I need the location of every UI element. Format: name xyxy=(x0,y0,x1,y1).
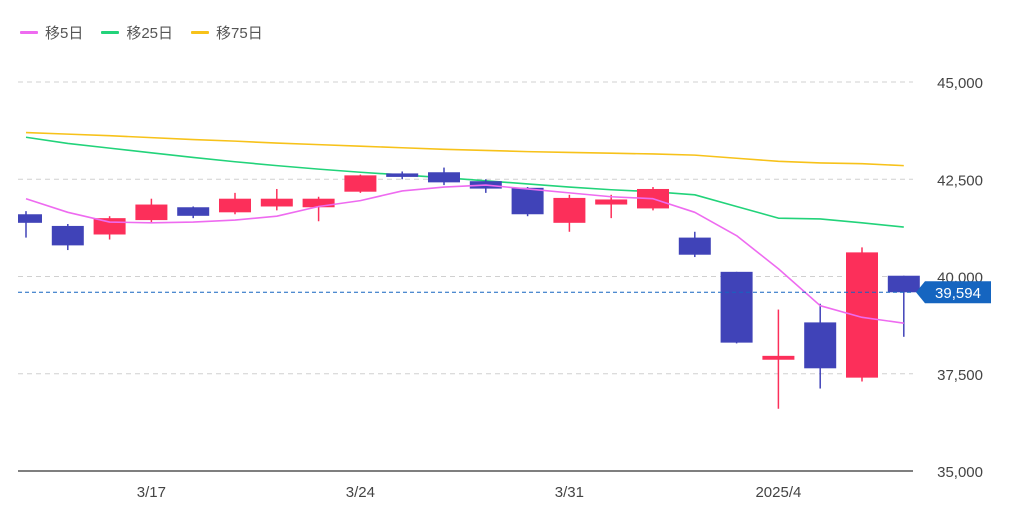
candle xyxy=(177,206,210,219)
x-tick-label: 3/31 xyxy=(555,484,584,501)
candle-body xyxy=(386,173,419,177)
candle-body xyxy=(93,218,126,235)
candle-body xyxy=(177,207,210,216)
chart-legend: 移5日 移25日 移75日 xyxy=(20,20,263,44)
legend-label-ma75: 移75日 xyxy=(216,24,263,42)
current-price-label: 39,594 xyxy=(935,285,981,302)
candle-body xyxy=(804,322,837,369)
y-tick-label: 35,000 xyxy=(937,464,983,481)
x-tick-label: 3/24 xyxy=(346,484,375,501)
candle-body xyxy=(511,187,544,215)
x-tick-label: 2025/4 xyxy=(755,484,801,501)
ma75-line xyxy=(25,131,904,167)
candle xyxy=(344,174,377,193)
candle-body xyxy=(135,204,168,221)
candle xyxy=(135,198,168,223)
candle xyxy=(386,171,419,180)
candle xyxy=(553,194,586,232)
ma25-line xyxy=(25,136,904,228)
candle xyxy=(18,211,42,238)
candle xyxy=(302,196,335,222)
candle xyxy=(428,167,460,186)
candle-body xyxy=(428,172,460,183)
x-tick-label: 3/17 xyxy=(137,484,166,501)
candle xyxy=(511,187,544,217)
candle xyxy=(804,303,837,389)
current-price-tag xyxy=(916,281,991,304)
candle-body xyxy=(18,214,42,223)
y-tick-label: 45,000 xyxy=(937,75,983,92)
candle xyxy=(595,194,628,219)
candle-body xyxy=(887,275,920,293)
legend-item-ma25[interactable]: 移25日 xyxy=(101,22,173,43)
legend-label-ma25: 移25日 xyxy=(126,24,174,42)
candle-body xyxy=(260,198,293,207)
legend-item-ma75[interactable]: 移75日 xyxy=(191,22,263,43)
candle xyxy=(219,192,251,215)
legend-swatch-ma25 xyxy=(101,30,120,34)
candle xyxy=(260,188,293,211)
candle-body xyxy=(219,198,251,213)
candle-body xyxy=(762,355,795,360)
candle-body xyxy=(344,175,377,192)
y-tick-label: 42,500 xyxy=(937,172,983,189)
candle-body xyxy=(51,225,84,246)
legend-label-ma5: 移5日 xyxy=(45,24,84,42)
candle xyxy=(887,275,920,337)
candle-body xyxy=(553,197,586,223)
candle xyxy=(678,231,711,258)
candle xyxy=(720,271,753,344)
candle-body xyxy=(678,237,711,255)
candle xyxy=(51,223,84,251)
legend-item-ma5[interactable]: 移5日 xyxy=(20,22,83,43)
legend-swatch-ma5 xyxy=(20,30,38,34)
candle-body xyxy=(595,199,628,205)
y-tick-label: 37,500 xyxy=(937,367,983,384)
candle-body xyxy=(720,271,753,343)
ma5-line xyxy=(25,184,904,324)
candle-body xyxy=(302,198,335,208)
legend-swatch-ma75 xyxy=(191,30,210,34)
candle xyxy=(762,309,795,409)
